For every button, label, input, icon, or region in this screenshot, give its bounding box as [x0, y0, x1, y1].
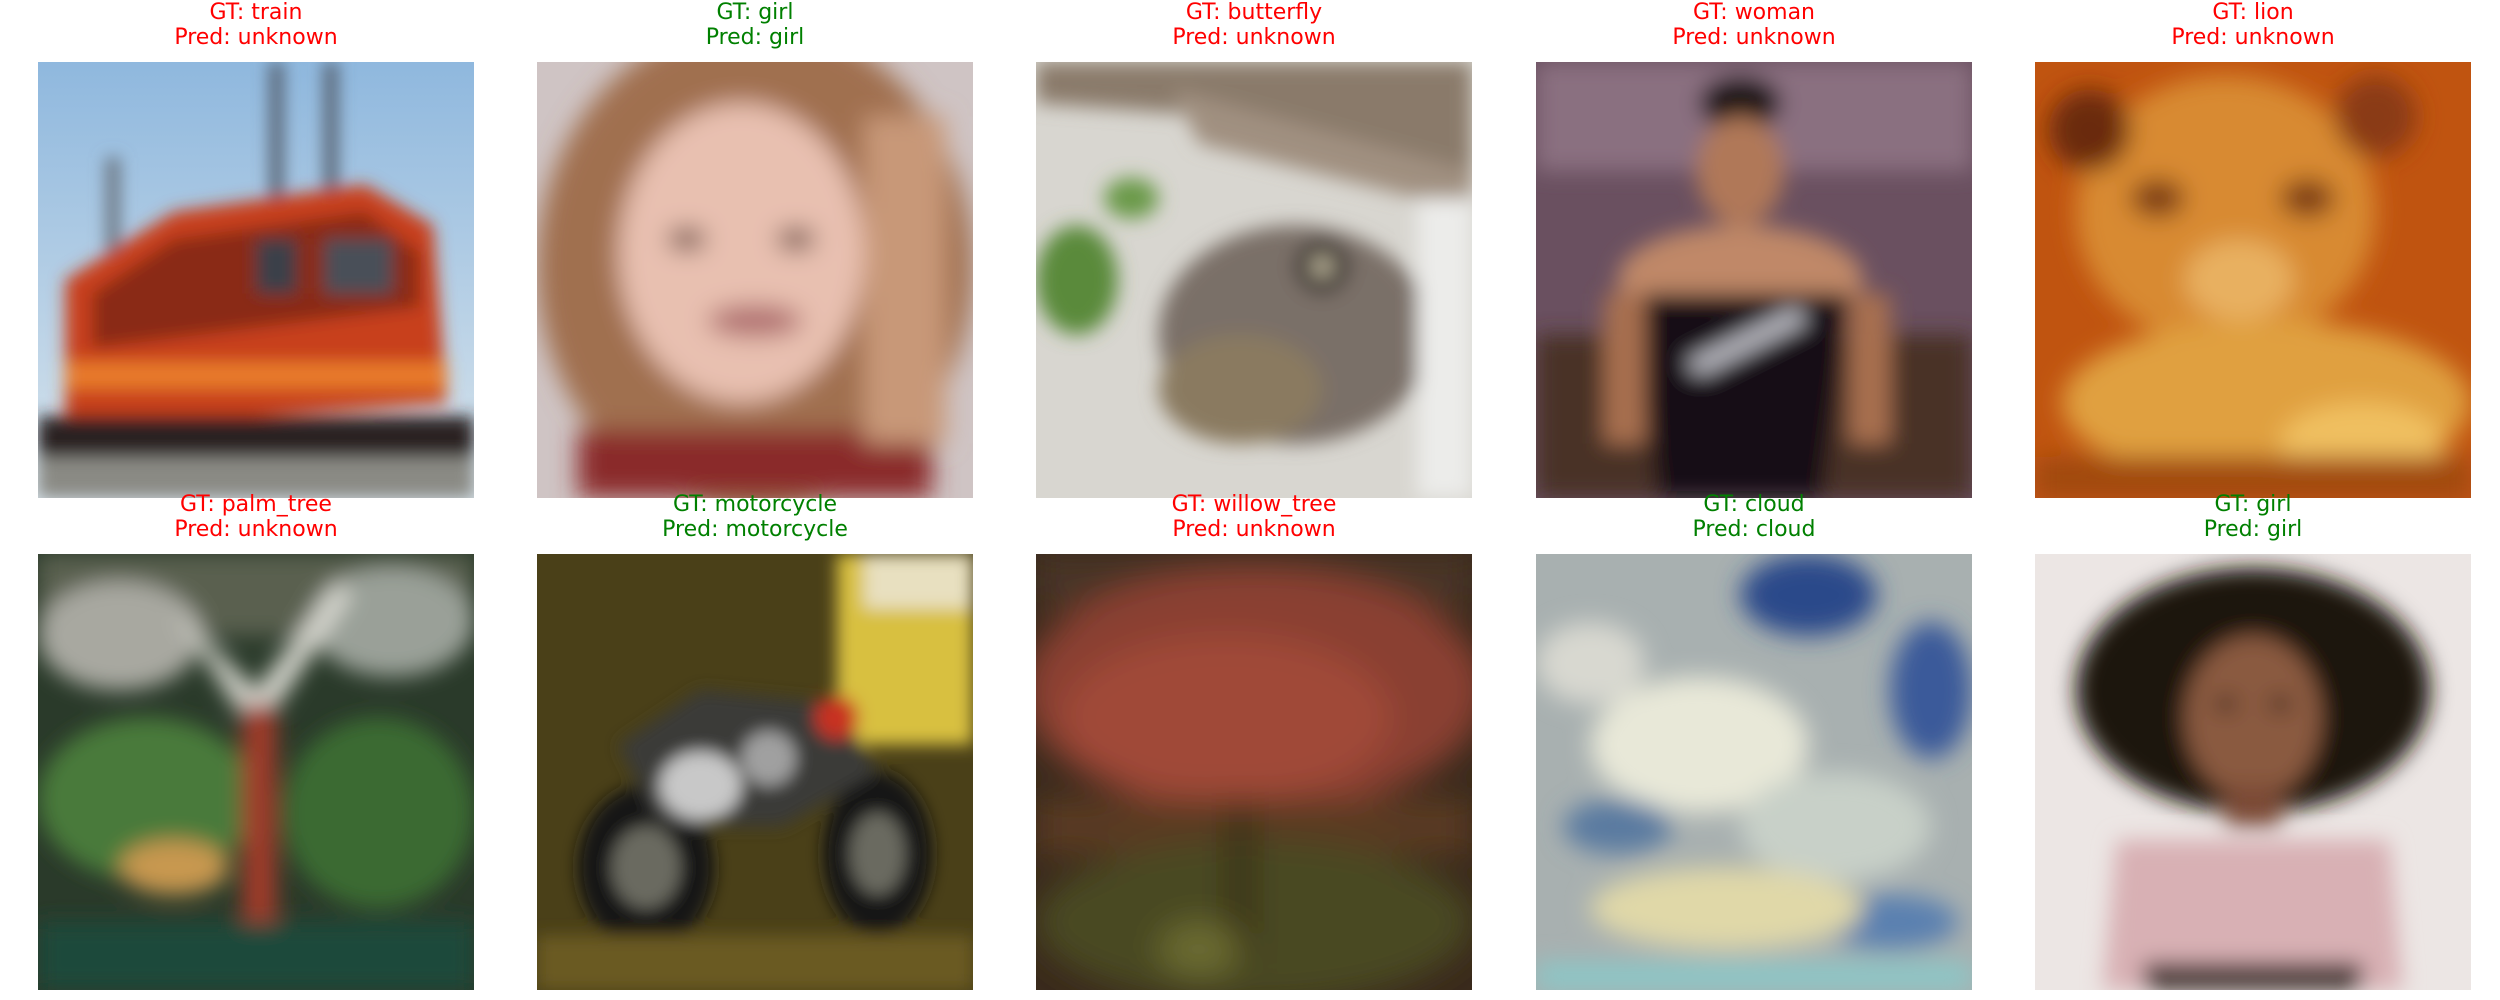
pred-label: Pred: motorcycle	[662, 517, 848, 542]
gt-label: GT: train	[209, 0, 303, 25]
sample-cell-9: GT: cloud Pred: cloud	[1536, 492, 1972, 990]
sample-cell-1: GT: train Pred: unknown	[38, 0, 474, 498]
pred-label: Pred: unknown	[1172, 517, 1336, 542]
gt-label: GT: willow_tree	[1171, 492, 1337, 517]
sample-title: GT: lion Pred: unknown	[2035, 0, 2471, 50]
gt-label: GT: girl	[2214, 492, 2292, 517]
sample-title: GT: butterfly Pred: unknown	[1036, 0, 1472, 50]
butterfly-image	[1036, 62, 1472, 498]
pred-label: Pred: unknown	[174, 25, 338, 50]
sample-title: GT: girl Pred: girl	[2035, 492, 2471, 542]
gt-label: GT: girl	[716, 0, 794, 25]
gt-label: GT: cloud	[1703, 492, 1805, 517]
sample-title: GT: motorcycle Pred: motorcycle	[537, 492, 973, 542]
sample-title: GT: palm_tree Pred: unknown	[38, 492, 474, 542]
motorcycle-image	[537, 554, 973, 990]
sample-cell-8: GT: willow_tree Pred: unknown	[1036, 492, 1472, 990]
sample-title: GT: cloud Pred: cloud	[1536, 492, 1972, 542]
sample-cell-3: GT: butterfly Pred: unknown	[1036, 0, 1472, 498]
woman-image	[1536, 62, 1972, 498]
willow-tree-image	[1036, 554, 1472, 990]
palm-tree-image	[38, 554, 474, 990]
gt-label: GT: palm_tree	[180, 492, 332, 517]
sample-cell-2: GT: girl Pred: girl	[537, 0, 973, 498]
pred-label: Pred: unknown	[174, 517, 338, 542]
girl-portrait-image	[537, 62, 973, 498]
pred-label: Pred: unknown	[2171, 25, 2335, 50]
sample-title: GT: willow_tree Pred: unknown	[1036, 492, 1472, 542]
gt-label: GT: butterfly	[1185, 0, 1323, 25]
pred-label: Pred: unknown	[1172, 25, 1336, 50]
pred-label: Pred: girl	[705, 25, 805, 50]
pred-label: Pred: girl	[2203, 517, 2303, 542]
sample-title: GT: girl Pred: girl	[537, 0, 973, 50]
pred-label: Pred: unknown	[1672, 25, 1836, 50]
lion-image	[2035, 62, 2471, 498]
girl-dark-hair-image	[2035, 554, 2471, 990]
gt-label: GT: woman	[1693, 0, 1815, 25]
train-image	[38, 62, 474, 498]
sample-cell-4: GT: woman Pred: unknown	[1536, 0, 1972, 498]
gt-label: GT: motorcycle	[672, 492, 838, 517]
sample-cell-5: GT: lion Pred: unknown	[2035, 0, 2471, 498]
gt-label: GT: lion	[2212, 0, 2294, 25]
sample-cell-7: GT: motorcycle Pred: motorcycle	[537, 492, 973, 990]
pred-label: Pred: cloud	[1692, 517, 1816, 542]
cloud-image	[1536, 554, 1972, 990]
sample-cell-6: GT: palm_tree Pred: unknown	[38, 492, 474, 990]
sample-title: GT: train Pred: unknown	[38, 0, 474, 50]
sample-cell-10: GT: girl Pred: girl	[2035, 492, 2471, 990]
sample-title: GT: woman Pred: unknown	[1536, 0, 1972, 50]
